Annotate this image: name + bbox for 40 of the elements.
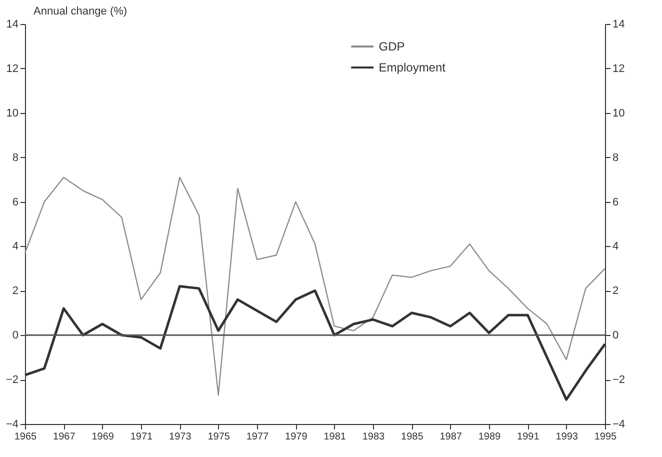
x-tick-label: 1973	[169, 432, 192, 442]
x-tick-label: 1967	[53, 432, 76, 442]
y-tick-label: 4	[12, 240, 18, 253]
y-tick-label: 12	[6, 62, 18, 75]
legend-label: Employment	[378, 60, 446, 74]
y2-tick-label: −4	[612, 418, 626, 430]
x-tick-label: 1977	[246, 432, 270, 442]
y-tick-label: 8	[12, 152, 18, 164]
x-tick-label: 1979	[285, 432, 308, 442]
line-series	[24, 176, 606, 396]
x-tick-label: 1983	[362, 432, 386, 442]
x-tick-label: 1987	[440, 432, 462, 442]
x-tick-label: 1969	[92, 432, 114, 442]
y2-tick-label: 4	[612, 240, 619, 253]
y2-tick-label: 14	[612, 18, 625, 30]
y2-tick-label: −2	[612, 374, 626, 386]
y-tick-label: −2	[6, 374, 18, 386]
x-tick-label: 1975	[208, 432, 230, 442]
y-tick-label: 6	[12, 196, 18, 208]
x-tick-label: 1991	[517, 432, 540, 442]
y-tick-label: −4	[6, 418, 18, 430]
x-tick-label: 1971	[130, 432, 154, 442]
y-tick-label: 10	[6, 107, 18, 120]
y-axis-title: Annual change (%)	[34, 6, 128, 18]
x-tick-label: 1995	[594, 432, 618, 442]
y2-tick-label: 12	[612, 62, 625, 75]
y-tick-label: 14	[6, 18, 18, 30]
x-tick-label: 1981	[324, 432, 346, 442]
x-tick-label: 1989	[478, 432, 502, 442]
y-tick-label: 2	[12, 285, 18, 298]
y-tick-label: 0	[12, 330, 18, 342]
y2-tick-label: 8	[612, 152, 619, 164]
x-tick-label: 1993	[556, 432, 578, 442]
y2-tick-label: 10	[612, 107, 625, 120]
legend-label: GDP	[378, 40, 405, 54]
y2-tick-label: 6	[612, 196, 619, 208]
x-tick-label: 1965	[14, 432, 38, 442]
y2-tick-label: 2	[612, 285, 619, 298]
x-tick-label: 1985	[401, 432, 424, 442]
y2-tick-label: 0	[612, 330, 619, 342]
